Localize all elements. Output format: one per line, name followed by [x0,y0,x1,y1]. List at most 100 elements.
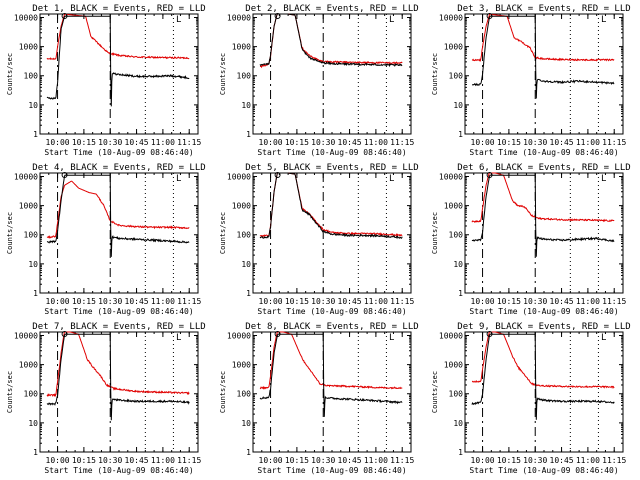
x-tick-label: 10:15 [72,297,96,306]
x-tick-label: 11:15 [390,138,414,147]
y-tick-label: 1 [246,130,251,139]
x-tick-label: 10:45 [338,297,362,306]
x-tick-label: 11:15 [602,456,626,465]
panel-title: Det 8, BLACK = Events, RED = LLD [245,322,418,332]
x-tick-label: 10:45 [338,138,362,147]
x-tick-label: 11:00 [151,297,175,306]
x-tick-label: 10:30 [523,297,547,306]
lld-series [471,13,615,62]
y-axis-label: Counts/sec [6,371,14,413]
lld-series [259,13,403,69]
y-axis-label: Counts/sec [6,212,14,254]
y-tick-label: 1 [33,289,38,298]
x-tick-label: 10:30 [311,138,335,147]
bracket-marker: L [389,174,394,184]
lld-series [46,13,190,61]
y-tick-label: 10 [241,260,251,269]
y-tick-label: 10 [28,101,38,110]
y-tick-label: 1000 [232,361,251,370]
x-tick-label: 10:30 [311,456,335,465]
panel-title: Det 9, BLACK = Events, RED = LLD [457,322,630,332]
x-tick-label: 11:00 [151,138,175,147]
panel-title: Det 4, BLACK = Events, RED = LLD [32,163,205,173]
x-tick-label: 10:45 [125,456,149,465]
y-tick-label: 10 [453,260,463,269]
bracket-marker: L [601,333,606,343]
x-tick-label: 10:00 [259,297,283,306]
x-tick-label: 10:45 [550,456,574,465]
x-axis-label: Start Time (10-Aug-09 08:46:40) [469,148,618,157]
x-tick-label: 10:00 [46,297,70,306]
x-tick-label: 11:00 [151,456,175,465]
circle-marker [486,172,493,178]
y-tick-label: 10000 [227,331,251,340]
y-tick-label: 1000 [19,361,38,370]
lld-series [46,180,190,239]
plot-frame [464,172,624,294]
x-axis-label: Start Time (10-Aug-09 08:46:40) [44,148,193,157]
x-axis-label: Start Time (10-Aug-09 08:46:40) [257,148,406,157]
lld-series [471,331,615,389]
y-tick-label: 1 [33,448,38,457]
y-tick-label: 10000 [14,13,38,22]
plot-frame [39,172,199,294]
panel-title: Det 1, BLACK = Events, RED = LLD [32,4,205,14]
x-tick-label: 10:00 [471,297,495,306]
events-series [46,174,190,257]
y-tick-label: 1000 [232,202,251,211]
y-tick-label: 10000 [439,172,463,181]
y-axis-label: Counts/sec [431,212,439,254]
bracket-marker: L [389,333,394,343]
lld-series [46,331,190,398]
y-tick-label: 1000 [444,43,463,52]
x-tick-label: 11:15 [177,456,201,465]
circle-marker [486,331,493,337]
y-tick-label: 10 [453,419,463,428]
panel-title: Det 5, BLACK = Events, RED = LLD [245,163,418,173]
y-tick-label: 100 [449,390,464,399]
y-tick-label: 10 [241,419,251,428]
panel-title: Det 2, BLACK = Events, RED = LLD [245,4,418,14]
bracket-marker: L [176,174,181,184]
y-tick-label: 1000 [444,361,463,370]
events-series [46,333,190,421]
plot-frame [252,13,412,135]
y-tick-label: 10 [241,101,251,110]
x-tick-label: 10:00 [471,456,495,465]
x-axis-label: Start Time (10-Aug-09 08:46:40) [44,307,193,316]
x-tick-label: 10:00 [46,456,70,465]
y-tick-label: 10 [28,260,38,269]
x-tick-label: 10:45 [125,138,149,147]
circle-marker [61,172,68,178]
x-tick-label: 10:00 [259,456,283,465]
x-tick-label: 11:15 [390,456,414,465]
x-axis-label: Start Time (10-Aug-09 08:46:40) [44,466,193,475]
circle-marker [61,331,68,337]
plot-frame [464,13,624,135]
x-axis-label: Start Time (10-Aug-09 08:46:40) [469,307,618,316]
events-series [259,172,403,240]
x-tick-label: 10:15 [285,456,309,465]
y-tick-label: 1000 [19,43,38,52]
lld-series [471,172,615,223]
x-tick-label: 11:15 [602,297,626,306]
x-axis-label: Start Time (10-Aug-09 08:46:40) [469,466,618,475]
x-tick-label: 10:15 [72,456,96,465]
y-tick-label: 10 [453,101,463,110]
y-tick-label: 100 [449,231,464,240]
x-tick-label: 10:45 [125,297,149,306]
circle-marker [486,13,493,19]
bracket-marker: L [176,15,181,25]
panel-title: Det 6, BLACK = Events, RED = LLD [457,163,630,173]
y-tick-label: 1000 [19,202,38,211]
x-tick-label: 10:00 [259,138,283,147]
events-series [259,333,403,417]
x-tick-label: 10:30 [311,297,335,306]
bracket-marker: L [601,15,606,25]
y-tick-label: 100 [237,231,252,240]
